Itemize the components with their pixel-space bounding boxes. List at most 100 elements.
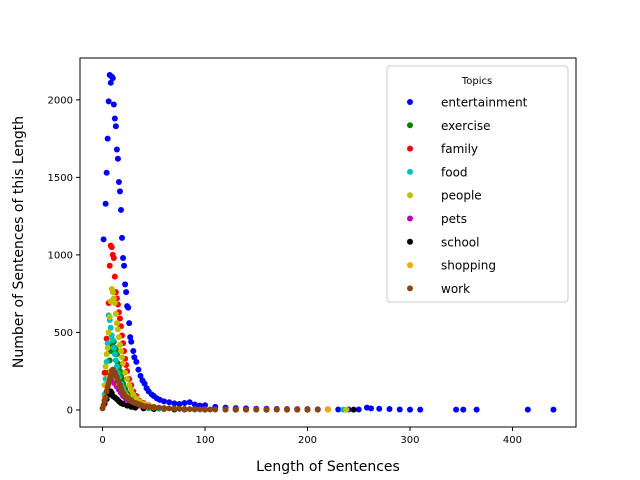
point-entertainment-61 bbox=[335, 406, 342, 413]
legend-marker-entertainment bbox=[407, 99, 413, 105]
y-tick-label-1: 500 bbox=[54, 328, 73, 339]
point-entertainment-8 bbox=[109, 75, 116, 82]
point-family-5 bbox=[108, 244, 115, 251]
point-work-1 bbox=[100, 402, 107, 409]
point-food-6 bbox=[107, 324, 114, 331]
point-entertainment-31 bbox=[137, 372, 144, 379]
legend-marker-shopping bbox=[407, 262, 413, 269]
point-work-55 bbox=[304, 406, 311, 413]
point-family-7 bbox=[110, 255, 117, 261]
point-people-3 bbox=[104, 344, 111, 351]
point-entertainment-63 bbox=[355, 406, 362, 413]
legend-label-shopping: shopping bbox=[441, 259, 496, 273]
point-entertainment-0 bbox=[100, 236, 107, 243]
point-entertainment-73 bbox=[473, 406, 480, 413]
point-work-43 bbox=[196, 406, 203, 413]
point-family-13 bbox=[116, 315, 123, 322]
point-entertainment-27 bbox=[130, 348, 137, 355]
point-family-1 bbox=[103, 335, 110, 342]
legend-label-school: school bbox=[441, 235, 479, 249]
point-people-1 bbox=[102, 363, 109, 370]
point-food-12 bbox=[113, 363, 120, 370]
point-entertainment-17 bbox=[119, 234, 126, 241]
legend-label-people: people bbox=[441, 189, 482, 203]
point-work-48 bbox=[232, 406, 239, 413]
point-work-3 bbox=[102, 394, 109, 401]
legend: Topics entertainment exercise family food pe… bbox=[386, 65, 569, 303]
point-work-49 bbox=[243, 406, 250, 413]
plot-frame bbox=[79, 57, 577, 428]
point-entertainment-74 bbox=[524, 406, 531, 413]
point-entertainment-9 bbox=[110, 101, 117, 108]
point-entertainment-20 bbox=[122, 281, 129, 288]
x-tick-label-0: 0 bbox=[99, 435, 105, 446]
point-food-9 bbox=[110, 344, 117, 351]
point-family-3 bbox=[106, 262, 113, 269]
legend-label-food: food bbox=[441, 165, 468, 179]
legend-label-pets: pets bbox=[441, 212, 467, 226]
point-entertainment-16 bbox=[117, 206, 124, 213]
point-entertainment-71 bbox=[453, 406, 460, 413]
point-people-10 bbox=[111, 299, 118, 306]
point-entertainment-44 bbox=[181, 399, 188, 406]
point-people-4 bbox=[105, 329, 112, 336]
legend-label-exercise: exercise bbox=[441, 119, 491, 133]
y-tick-label-0: 0 bbox=[67, 405, 73, 416]
y-tick-label-2: 1000 bbox=[48, 250, 73, 261]
point-family-8 bbox=[111, 273, 118, 280]
point-work-37 bbox=[166, 405, 173, 412]
point-entertainment-33 bbox=[141, 380, 148, 387]
point-entertainment-3 bbox=[104, 135, 111, 142]
point-work-46 bbox=[212, 406, 219, 413]
point-people-15 bbox=[116, 341, 123, 348]
point-people-2 bbox=[103, 351, 110, 358]
point-people-22 bbox=[128, 386, 135, 393]
point-food-2 bbox=[103, 358, 110, 365]
point-work-53 bbox=[284, 406, 291, 413]
point-people-12 bbox=[113, 320, 120, 327]
point-work-41 bbox=[186, 406, 193, 413]
legend-box bbox=[386, 65, 569, 303]
point-entertainment-14 bbox=[115, 179, 122, 186]
point-people-11 bbox=[112, 310, 119, 317]
point-people-38 bbox=[343, 406, 350, 413]
point-entertainment-23 bbox=[125, 304, 132, 311]
y-axis-label: Number of Sentences of this Length bbox=[11, 116, 27, 368]
point-people-14 bbox=[115, 334, 122, 341]
point-people-9 bbox=[110, 295, 117, 302]
point-entertainment-65 bbox=[368, 405, 375, 412]
legend-marker-exercise bbox=[407, 122, 413, 129]
point-work-8 bbox=[107, 372, 114, 379]
point-work-35 bbox=[155, 404, 162, 411]
legend-label-entertainment: entertainment bbox=[441, 96, 528, 110]
point-people-19 bbox=[122, 369, 129, 376]
legend-marker-people bbox=[407, 192, 413, 199]
legend-label-work: work bbox=[441, 282, 470, 296]
point-entertainment-26 bbox=[128, 338, 135, 345]
legend-title: Topics bbox=[461, 76, 492, 87]
point-entertainment-11 bbox=[112, 123, 119, 130]
point-work-6 bbox=[105, 380, 112, 387]
point-people-21 bbox=[126, 382, 133, 389]
point-entertainment-18 bbox=[120, 255, 127, 261]
point-entertainment-12 bbox=[113, 146, 120, 153]
legend-items: entertainment exercise family food people pet… bbox=[407, 96, 528, 296]
point-entertainment-13 bbox=[114, 155, 121, 162]
point-entertainment-68 bbox=[396, 406, 403, 413]
y-tick-label-4: 2000 bbox=[48, 95, 73, 106]
point-entertainment-69 bbox=[406, 406, 413, 413]
point-entertainment-43 bbox=[176, 401, 183, 408]
y-tick-label-3: 1500 bbox=[48, 173, 73, 184]
point-entertainment-1 bbox=[102, 200, 109, 207]
point-work-40 bbox=[181, 406, 188, 413]
point-work-56 bbox=[314, 406, 321, 413]
point-food-8 bbox=[109, 337, 116, 344]
point-work-4 bbox=[103, 388, 110, 395]
point-entertainment-30 bbox=[135, 366, 142, 373]
point-people-16 bbox=[117, 348, 124, 355]
point-shopping-22 bbox=[325, 406, 331, 413]
point-entertainment-46 bbox=[191, 401, 198, 408]
x-tick-label-3: 300 bbox=[400, 435, 419, 446]
point-work-45 bbox=[207, 406, 214, 413]
points-layer bbox=[99, 72, 557, 413]
